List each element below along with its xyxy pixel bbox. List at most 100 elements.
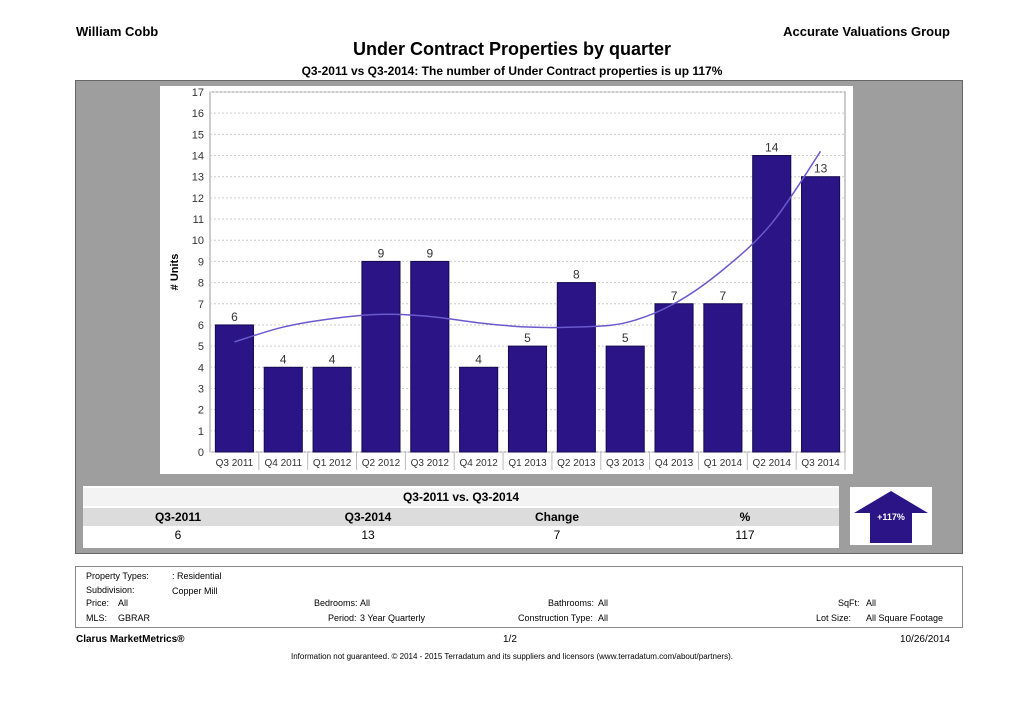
y-tick-label: 5 — [198, 341, 204, 353]
y-tick-label: 13 — [192, 172, 204, 184]
y-tick-label: 3 — [198, 383, 204, 395]
agent-name: William Cobb — [76, 24, 159, 39]
x-tick-label: Q3 2012 — [411, 458, 450, 469]
bedrooms-label: Bedrooms: — [314, 598, 358, 608]
price-value: All — [118, 598, 129, 608]
report-title: Under Contract Properties by quarter — [352, 39, 672, 59]
bar-value-label: 4 — [280, 352, 287, 366]
criteria-box: Property Types: : Residential Subdivisio… — [75, 566, 963, 628]
mls-value: GBRAR — [118, 613, 151, 623]
y-tick-label: 1 — [198, 426, 204, 438]
period-value: 3 Year Quarterly — [360, 613, 426, 623]
y-tick-label: 14 — [192, 151, 204, 163]
bedrooms-value: All — [360, 598, 371, 608]
trend-line — [234, 150, 822, 343]
bar-value-label: 14 — [765, 141, 779, 155]
x-tick-label: Q4 2012 — [459, 458, 498, 469]
y-tick-label: 16 — [192, 108, 204, 120]
x-tick-label: Q3 2014 — [801, 458, 840, 469]
bar-value-label: 4 — [475, 352, 482, 366]
sqft-value: All — [866, 598, 877, 608]
property-types-value: : Residential — [172, 571, 222, 581]
summary-value-change: 7 — [553, 528, 561, 542]
subdivision-value: Copper Mill — [172, 586, 218, 596]
bar — [801, 176, 841, 453]
x-tick-label: Q1 2014 — [704, 458, 743, 469]
chart-area: 0 1 2 3 4 5 6 7 8 9 10 11 12 13 14 15 16 17 # Units 6 Q3 201… — [160, 86, 853, 474]
bar — [312, 366, 352, 453]
bar-value-label: 5 — [524, 331, 531, 345]
bathrooms-label: Bathrooms: — [548, 598, 595, 608]
summary-header-end: Q3-2014 — [344, 510, 392, 524]
footer-brand: Clarus MarketMetrics® — [76, 634, 185, 645]
mls-label: MLS: — [86, 613, 108, 623]
summary-table: Q3-2011 vs. Q3-2014 Q3-2011 Q3-2014 Chan… — [83, 486, 839, 548]
bathrooms-value: All — [598, 598, 609, 608]
bar-value-label: 4 — [329, 352, 336, 366]
bar-value-label: 5 — [622, 331, 629, 345]
property-types-label: Property Types: — [86, 571, 149, 581]
summary-value-start: 6 — [174, 528, 182, 542]
bar — [752, 155, 792, 453]
x-tick-label: Q2 2012 — [362, 458, 401, 469]
bar — [654, 303, 694, 453]
y-tick-label: 12 — [192, 193, 204, 205]
summary-value-end: 13 — [361, 528, 375, 542]
company-name: Accurate Valuations Group — [783, 24, 950, 39]
y-tick-label: 8 — [198, 278, 204, 290]
bar-value-label: 7 — [671, 289, 678, 303]
y-tick-label: 11 — [193, 214, 204, 226]
y-tick-label: 10 — [192, 235, 204, 247]
y-tick-label: 2 — [198, 405, 204, 417]
footer-disclaimer: Information not guaranteed. © 2014 - 201… — [291, 652, 733, 661]
lot-size-label: Lot Size: — [816, 613, 852, 623]
y-tick-label: 9 — [198, 256, 204, 268]
bar-value-label: 6 — [231, 310, 238, 324]
x-tick-label: Q2 2014 — [753, 458, 792, 469]
price-label: Price: — [86, 598, 110, 608]
construction-type-label: Construction Type: — [518, 613, 593, 623]
bar-value-label: 8 — [573, 268, 580, 282]
change-badge-label: +117% — [877, 512, 905, 522]
summary-header-percent: % — [739, 510, 751, 524]
bar — [361, 260, 401, 453]
x-tick-label: Q1 2012 — [313, 458, 352, 469]
summary-value-percent: 117 — [735, 528, 755, 542]
summary-values-row: 6 13 7 117 — [83, 526, 839, 544]
summary-header-change: Change — [534, 510, 579, 524]
summary-header-row: Q3-2011 Q3-2014 Change % — [83, 508, 839, 526]
summary-title: Q3-2011 vs. Q3-2014 — [402, 490, 520, 504]
y-tick-label: 6 — [198, 320, 204, 332]
x-tick-label: Q1 2013 — [508, 458, 547, 469]
x-tick-label: Q3 2011 — [216, 458, 254, 469]
x-tick-label: Q3 2013 — [606, 458, 645, 469]
y-tick-label: 4 — [198, 362, 204, 374]
report-subtitle: Q3-2011 vs Q3-2014: The number of Under … — [301, 64, 723, 78]
sqft-label: SqFt: — [838, 598, 860, 608]
bar — [410, 260, 450, 453]
bar — [605, 345, 645, 453]
bar-value-label: 7 — [720, 289, 727, 303]
x-tick-label: Q4 2011 — [264, 458, 302, 469]
bar-value-label: 9 — [426, 246, 433, 260]
x-tick-label: Q2 2013 — [557, 458, 596, 469]
lot-size-value: All Square Footage — [866, 613, 944, 623]
bar — [263, 366, 303, 453]
footer-page-number: 1/2 — [503, 634, 517, 645]
bar — [703, 303, 743, 453]
y-axis-label: # Units — [169, 254, 181, 291]
y-tick-label: 7 — [198, 299, 204, 311]
subdivision-label: Subdivision: — [86, 585, 135, 595]
construction-type-value: All — [598, 613, 609, 623]
y-tick-label: 0 — [198, 447, 204, 459]
bar-value-label: 13 — [814, 162, 828, 176]
change-badge: +117% — [850, 487, 932, 545]
bar-value-label: 9 — [378, 246, 385, 260]
period-label: Period: — [328, 613, 357, 623]
y-tick-label: 17 — [192, 87, 204, 99]
bar — [507, 345, 548, 453]
bar — [214, 324, 254, 453]
bar — [556, 282, 596, 453]
up-arrow-icon: +117% — [854, 491, 928, 543]
